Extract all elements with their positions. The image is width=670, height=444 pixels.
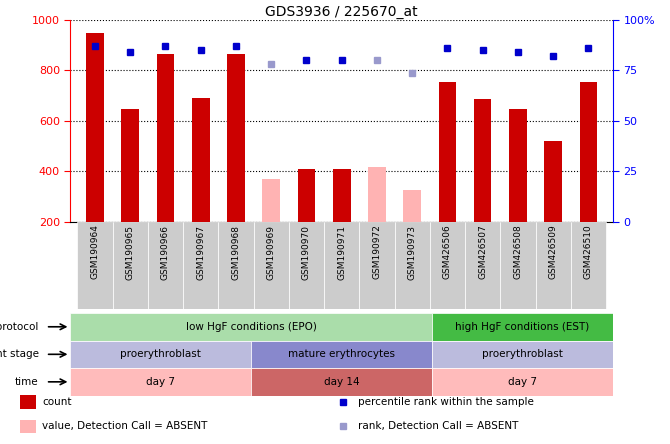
- Bar: [192, 98, 210, 222]
- Bar: [429, 222, 465, 309]
- Text: GSM426508: GSM426508: [513, 225, 523, 279]
- Text: day 14: day 14: [324, 377, 360, 387]
- Bar: [474, 99, 492, 222]
- Bar: [113, 222, 148, 309]
- Bar: [218, 222, 254, 309]
- Bar: [20, 395, 36, 409]
- Bar: [544, 141, 562, 222]
- Bar: [439, 82, 456, 222]
- Bar: [465, 222, 500, 309]
- Text: development stage: development stage: [0, 349, 39, 359]
- Text: GSM190970: GSM190970: [302, 225, 311, 280]
- Bar: [432, 341, 613, 368]
- Bar: [297, 170, 316, 222]
- Text: low HgF conditions (EPO): low HgF conditions (EPO): [186, 322, 317, 332]
- Text: value, Detection Call = ABSENT: value, Detection Call = ABSENT: [42, 421, 208, 432]
- Bar: [432, 313, 613, 341]
- Bar: [70, 313, 432, 341]
- Text: GSM190966: GSM190966: [161, 225, 170, 280]
- Bar: [251, 368, 432, 396]
- Text: GSM190965: GSM190965: [126, 225, 135, 280]
- Title: GDS3936 / 225670_at: GDS3936 / 225670_at: [265, 5, 418, 19]
- Text: time: time: [15, 377, 39, 387]
- Bar: [263, 179, 280, 222]
- Text: growth protocol: growth protocol: [0, 322, 39, 332]
- Text: high HgF conditions (EST): high HgF conditions (EST): [456, 322, 590, 332]
- Text: day 7: day 7: [146, 377, 176, 387]
- Bar: [403, 190, 421, 222]
- Text: proerythroblast: proerythroblast: [482, 349, 563, 359]
- Text: day 7: day 7: [508, 377, 537, 387]
- Text: count: count: [42, 397, 72, 407]
- Text: GSM190967: GSM190967: [196, 225, 205, 280]
- Bar: [157, 54, 174, 222]
- Bar: [183, 222, 218, 309]
- Bar: [251, 341, 432, 368]
- Bar: [580, 82, 597, 222]
- Bar: [333, 170, 350, 222]
- Bar: [359, 222, 395, 309]
- Bar: [289, 222, 324, 309]
- Text: GSM190964: GSM190964: [90, 225, 100, 279]
- Text: GSM426510: GSM426510: [584, 225, 593, 279]
- Bar: [571, 222, 606, 309]
- Text: GSM426509: GSM426509: [549, 225, 557, 279]
- Bar: [70, 341, 251, 368]
- Text: GSM190972: GSM190972: [373, 225, 381, 279]
- Bar: [86, 32, 104, 222]
- Text: rank, Detection Call = ABSENT: rank, Detection Call = ABSENT: [358, 421, 518, 432]
- Bar: [254, 222, 289, 309]
- Text: GSM190968: GSM190968: [231, 225, 241, 280]
- Text: GSM190969: GSM190969: [267, 225, 276, 280]
- Text: GSM190973: GSM190973: [407, 225, 417, 280]
- Bar: [324, 222, 359, 309]
- Bar: [227, 54, 245, 222]
- Bar: [70, 368, 251, 396]
- Text: percentile rank within the sample: percentile rank within the sample: [358, 397, 533, 407]
- Bar: [368, 167, 386, 222]
- Bar: [20, 420, 36, 433]
- Bar: [78, 222, 113, 309]
- Bar: [395, 222, 429, 309]
- Text: GSM426506: GSM426506: [443, 225, 452, 279]
- Bar: [535, 222, 571, 309]
- Bar: [432, 368, 613, 396]
- Bar: [509, 109, 527, 222]
- Bar: [121, 109, 139, 222]
- Text: mature erythrocytes: mature erythrocytes: [288, 349, 395, 359]
- Bar: [500, 222, 535, 309]
- Text: GSM426507: GSM426507: [478, 225, 487, 279]
- Text: proerythroblast: proerythroblast: [121, 349, 201, 359]
- Text: GSM190971: GSM190971: [337, 225, 346, 280]
- Bar: [148, 222, 183, 309]
